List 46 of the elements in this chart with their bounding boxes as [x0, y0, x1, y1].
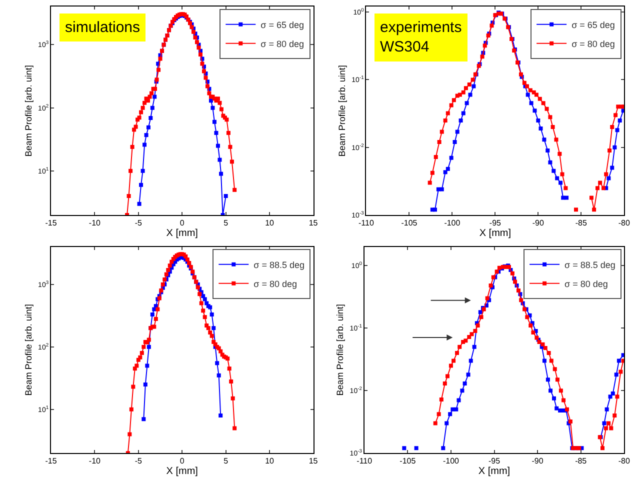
x-tick-label: -105 — [401, 218, 418, 228]
x-tick-label: -105 — [400, 456, 416, 466]
x-axis-title: X [mm] — [166, 466, 198, 478]
legend-label: σ = 80 deg — [564, 278, 608, 289]
x-tick-label: 0 — [180, 218, 185, 228]
x-tick-label: -5 — [134, 456, 143, 466]
x-tick-label: -10 — [88, 218, 102, 228]
legend-label: σ = 80 deg — [572, 38, 615, 49]
legend-label: σ = 65 deg — [572, 20, 615, 30]
x-tick-label: -95 — [489, 218, 502, 228]
x-tick-label: 10 — [265, 456, 275, 466]
y-axis-title: Beam Profile [arb. uint] — [23, 304, 34, 396]
annotation: simulations — [65, 19, 140, 36]
x-tick-label: 15 — [308, 456, 318, 466]
x-tick-label: -80 — [618, 218, 630, 228]
x-tick-label: -15 — [45, 218, 58, 228]
legend-label: σ = 65 deg — [260, 20, 304, 30]
x-tick-label: -90 — [532, 456, 544, 466]
x-axis-title: X [mm] — [479, 228, 512, 240]
x-tick-label: -110 — [358, 218, 374, 228]
x-tick-label: 5 — [224, 456, 229, 466]
x-tick-label: 0 — [180, 456, 185, 466]
y-axis-title: Beam Profile [arb. uint] — [335, 304, 346, 396]
x-tick-label: -110 — [356, 456, 373, 466]
annotation: experiments WS304 — [380, 19, 462, 56]
x-tick-label: 10 — [265, 218, 275, 228]
x-tick-label: 5 — [224, 218, 229, 228]
x-axis-title: X [mm] — [166, 228, 198, 240]
y-axis-title: Beam Profile [arb. uint] — [337, 65, 348, 157]
legend-label: σ = 88.5 deg — [564, 260, 616, 270]
x-tick-label: -80 — [618, 456, 630, 466]
x-axis-title: X [mm] — [478, 466, 510, 478]
x-tick-label: -10 — [88, 456, 102, 466]
x-tick-label: -95 — [488, 456, 501, 466]
x-tick-label: -85 — [575, 456, 588, 466]
y-axis-title: Beam Profile [arb. uint] — [23, 65, 34, 157]
x-tick-label: -100 — [444, 218, 461, 228]
x-tick-label: -85 — [575, 218, 588, 228]
legend-label: σ = 80 deg — [254, 278, 297, 289]
x-tick-label: -15 — [45, 456, 58, 466]
x-tick-label: 15 — [308, 218, 318, 228]
x-tick-label: -90 — [532, 218, 545, 228]
legend-label: σ = 80 deg — [260, 38, 304, 49]
x-tick-label: -5 — [134, 218, 143, 228]
x-tick-label: -100 — [442, 456, 460, 466]
legend-label: σ = 88.5 deg — [254, 260, 305, 270]
